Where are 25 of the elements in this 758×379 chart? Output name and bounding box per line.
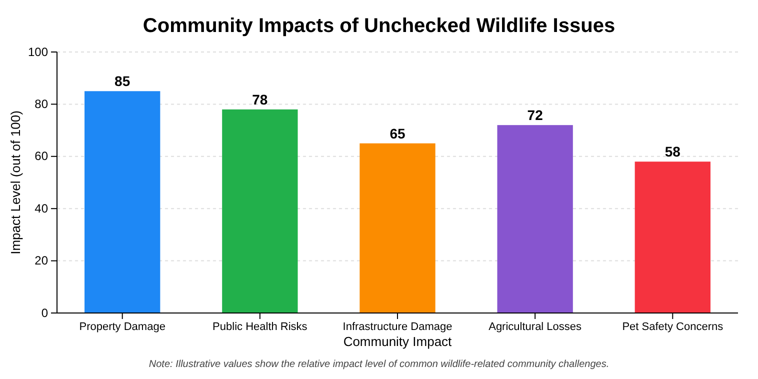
y-tick-label: 40 — [34, 201, 48, 216]
y-axis-title: Impact Level (out of 100) — [8, 110, 23, 254]
chart-title: Community Impacts of Unchecked Wildlife Issues — [142, 15, 616, 37]
data-label: 58 — [664, 144, 681, 160]
bar — [360, 143, 436, 313]
x-tick-label: Infrastructure Damage — [342, 320, 452, 333]
bar — [497, 125, 573, 313]
bar — [84, 91, 160, 313]
y-tick-label: 0 — [41, 306, 48, 320]
data-label: 65 — [390, 125, 406, 142]
x-axis-title: Community Impact — [343, 334, 452, 349]
y-tick-label: 20 — [34, 254, 48, 268]
data-label: 85 — [114, 73, 130, 90]
x-tick-label: Pet Safety Concerns — [622, 320, 724, 333]
y-tick-label: 100 — [28, 44, 48, 59]
data-label: 72 — [527, 107, 544, 124]
bar — [634, 162, 710, 313]
data-label: 78 — [252, 91, 268, 108]
y-tick-label: 60 — [34, 149, 48, 164]
x-tick-label: Public Health Risks — [212, 320, 308, 333]
text: Note: Illustrative values show the relative impact level of common wildlife-related community challenges. — [148, 359, 610, 370]
y-tick-label: 80 — [34, 97, 48, 112]
x-tick-label: Property Damage — [79, 320, 166, 333]
x-tick-label: Agricultural Losses — [488, 320, 582, 333]
bar — [222, 109, 298, 313]
